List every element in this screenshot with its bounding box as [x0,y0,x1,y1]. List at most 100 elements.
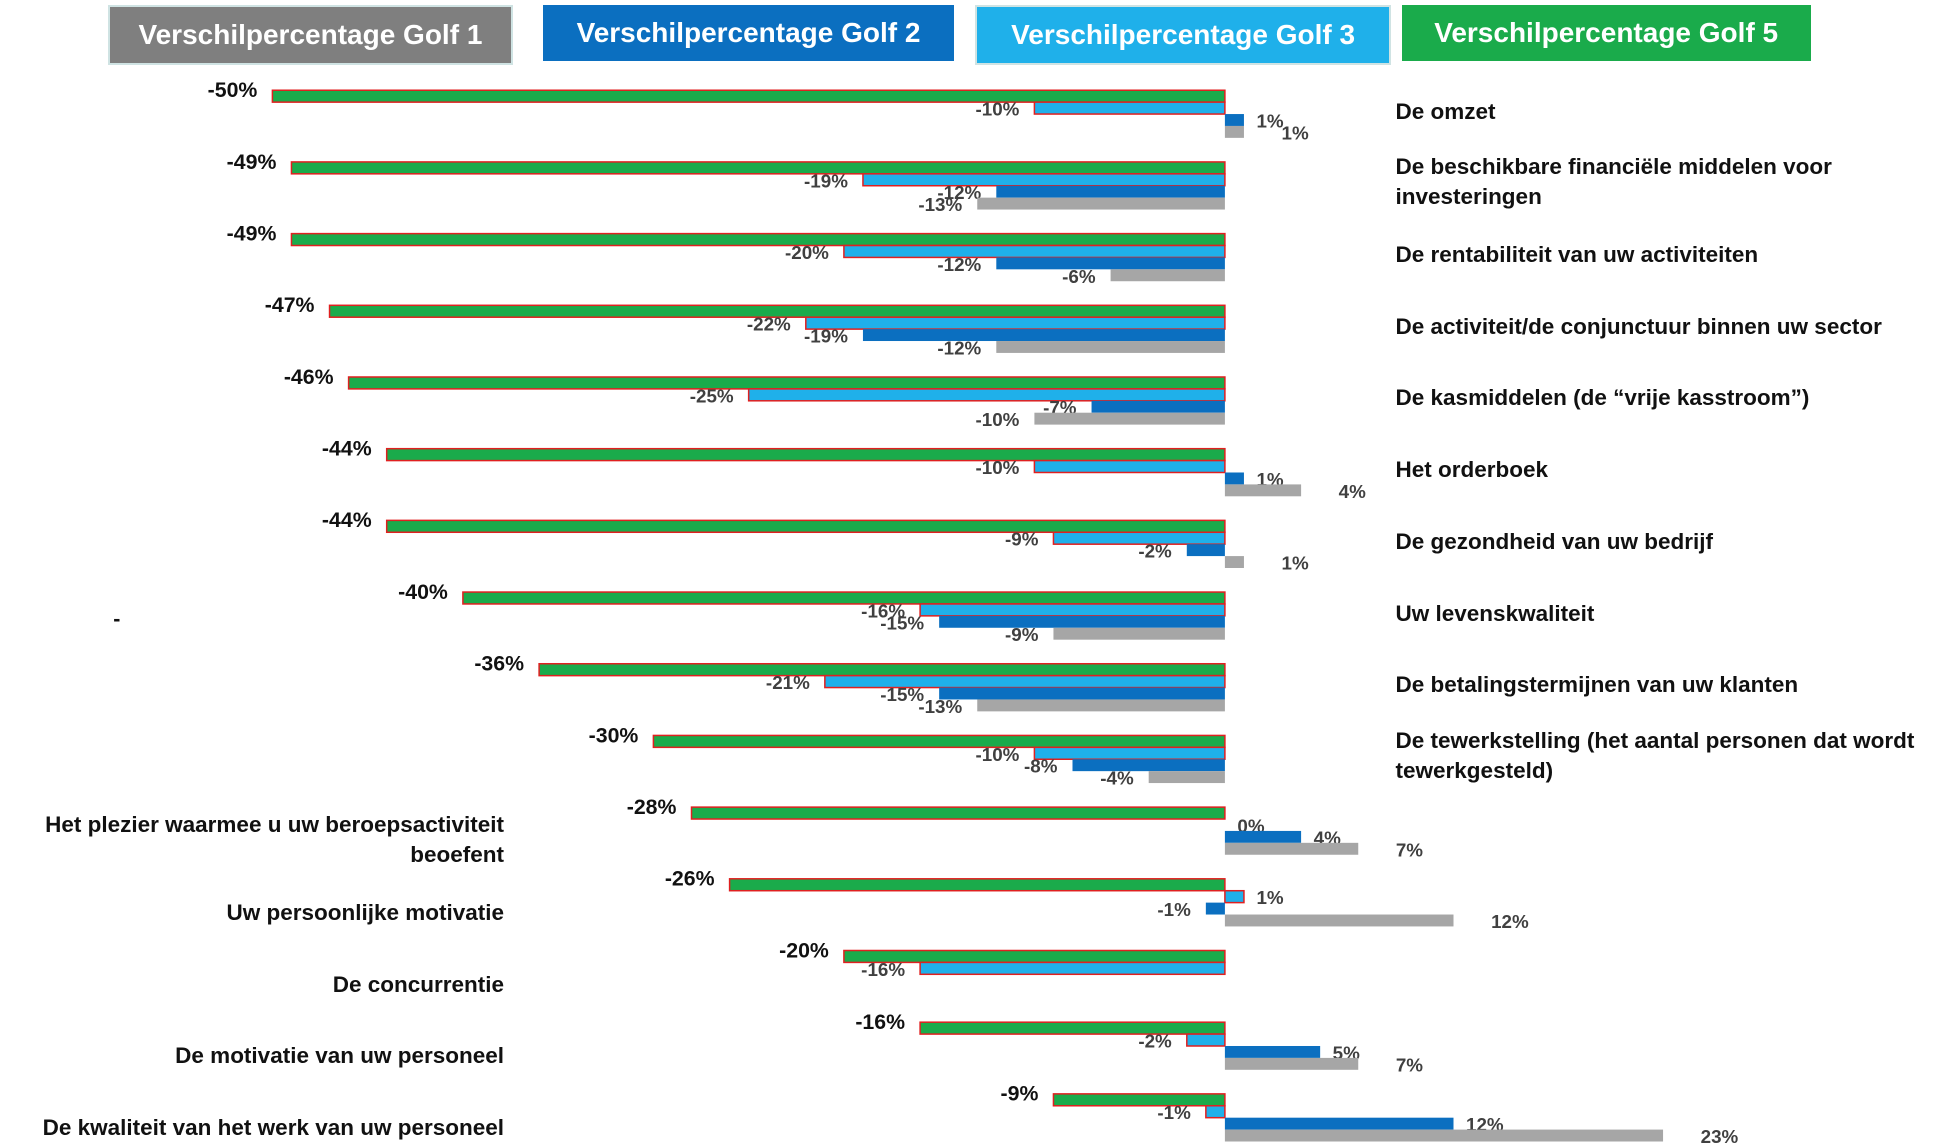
bar [1033,746,1226,760]
bar [977,197,1225,210]
bar [385,447,1226,462]
value-label: 12% [1491,911,1529,932]
value-label: -21% [766,672,810,693]
bar [1186,544,1225,557]
bar [1052,531,1226,545]
value-label: -1% [1157,1102,1191,1123]
bar [1224,830,1302,843]
value-label: -2% [1138,1031,1172,1052]
category-label: Uw levenskwaliteit [1395,600,1595,626]
value-label: -4% [1100,768,1134,789]
category-label: De rentabiliteit van uw activiteiten [1395,241,1759,267]
value-label: -20% [785,242,829,263]
bar [1033,101,1226,115]
bar [290,232,1226,247]
bar [996,257,1225,270]
bar [862,329,1225,342]
bar [538,662,1226,677]
legend-item: Verschilpercentage Golf 1 [107,5,514,65]
value-label: -19% [804,170,848,191]
category-label: Het plezier waarmee u uw beroepsactivite… [45,811,505,867]
bar [1224,1117,1454,1130]
bar [1091,400,1225,413]
bar [1033,459,1226,474]
value-label: -40% [398,580,448,604]
value-label: -6% [1062,266,1096,287]
bar [652,734,1226,749]
bar [1224,914,1454,927]
bar [843,244,1226,259]
bar [939,615,1225,628]
value-label: -12% [937,182,981,203]
value-label: -49% [227,150,277,174]
value-label: -26% [665,867,715,891]
value-label: 1% [1256,887,1283,908]
bar [1224,484,1302,497]
legend-item: Verschilpercentage Golf 2 [542,5,955,61]
category-label: Uw persoonlijke motivatie [226,900,505,925]
bar [1205,902,1225,915]
bar [328,304,1226,318]
value-label: 1% [1256,110,1283,131]
value-label: -10% [975,409,1019,430]
category-label: Het orderboek [1395,457,1549,483]
bar [1186,1033,1226,1047]
value-label: -19% [804,326,848,347]
bar [1224,556,1244,568]
bar [805,316,1226,330]
value-label: -30% [589,723,639,747]
bar [290,161,1226,175]
bar [747,388,1226,402]
bar [462,591,1226,605]
value-label: -16% [855,1010,905,1034]
bar [1034,412,1225,425]
bar [1148,771,1225,784]
bar [1072,759,1225,772]
value-label: -2% [1138,541,1172,562]
bar [690,806,1226,820]
category-label: De activiteit/de conjunctuur binnen uw s… [1395,313,1882,339]
category-label: De motivatie van uw personeel [175,1043,505,1069]
value-label: -15% [880,612,924,633]
category-label: De concurrentie [332,971,505,997]
value-label: -44% [322,437,372,461]
value-label: -10% [975,99,1019,120]
value-label: -12% [937,254,981,275]
category-label: De betalingstermijnen van uw klanten [1395,672,1799,698]
bar [1224,125,1244,138]
value-label: -20% [779,938,829,962]
value-label: 23% [1701,1126,1739,1143]
value-label: 7% [1396,839,1423,860]
value-label: -16% [861,959,905,980]
value-label: -44% [322,508,372,532]
value-label: -15% [880,684,924,705]
value-label: -9% [1001,1082,1039,1106]
value-label: -36% [474,652,524,676]
bar [1053,627,1225,640]
value-label: -13% [918,194,962,215]
value-label: 4% [1339,481,1366,502]
value-label: -49% [227,221,277,245]
value-label: -50% [208,78,258,102]
bar [1224,1057,1359,1070]
value-label: -16% [861,600,905,621]
legend-item: Verschilpercentage Golf 5 [1401,5,1811,61]
category-label: De beschikbare financiële middelen voor … [1395,153,1832,209]
value-label: -10% [975,457,1019,478]
bar [1224,842,1359,855]
annotation: - [113,607,120,631]
legend-item: Verschilpercentage Golf 3 [975,5,1391,65]
value-label: -25% [690,385,734,406]
bar [271,89,1226,103]
category-label: De kasmiddelen (de “vrije kasstroom”) [1395,385,1810,411]
bar [939,687,1225,700]
bar [1052,1093,1226,1107]
bar [919,1021,1226,1035]
value-label: 1% [1282,122,1309,143]
bar [977,699,1225,712]
value-label: -9% [1005,529,1039,550]
bar [919,603,1226,617]
value-label: -46% [284,365,334,389]
bar [1224,1129,1664,1142]
